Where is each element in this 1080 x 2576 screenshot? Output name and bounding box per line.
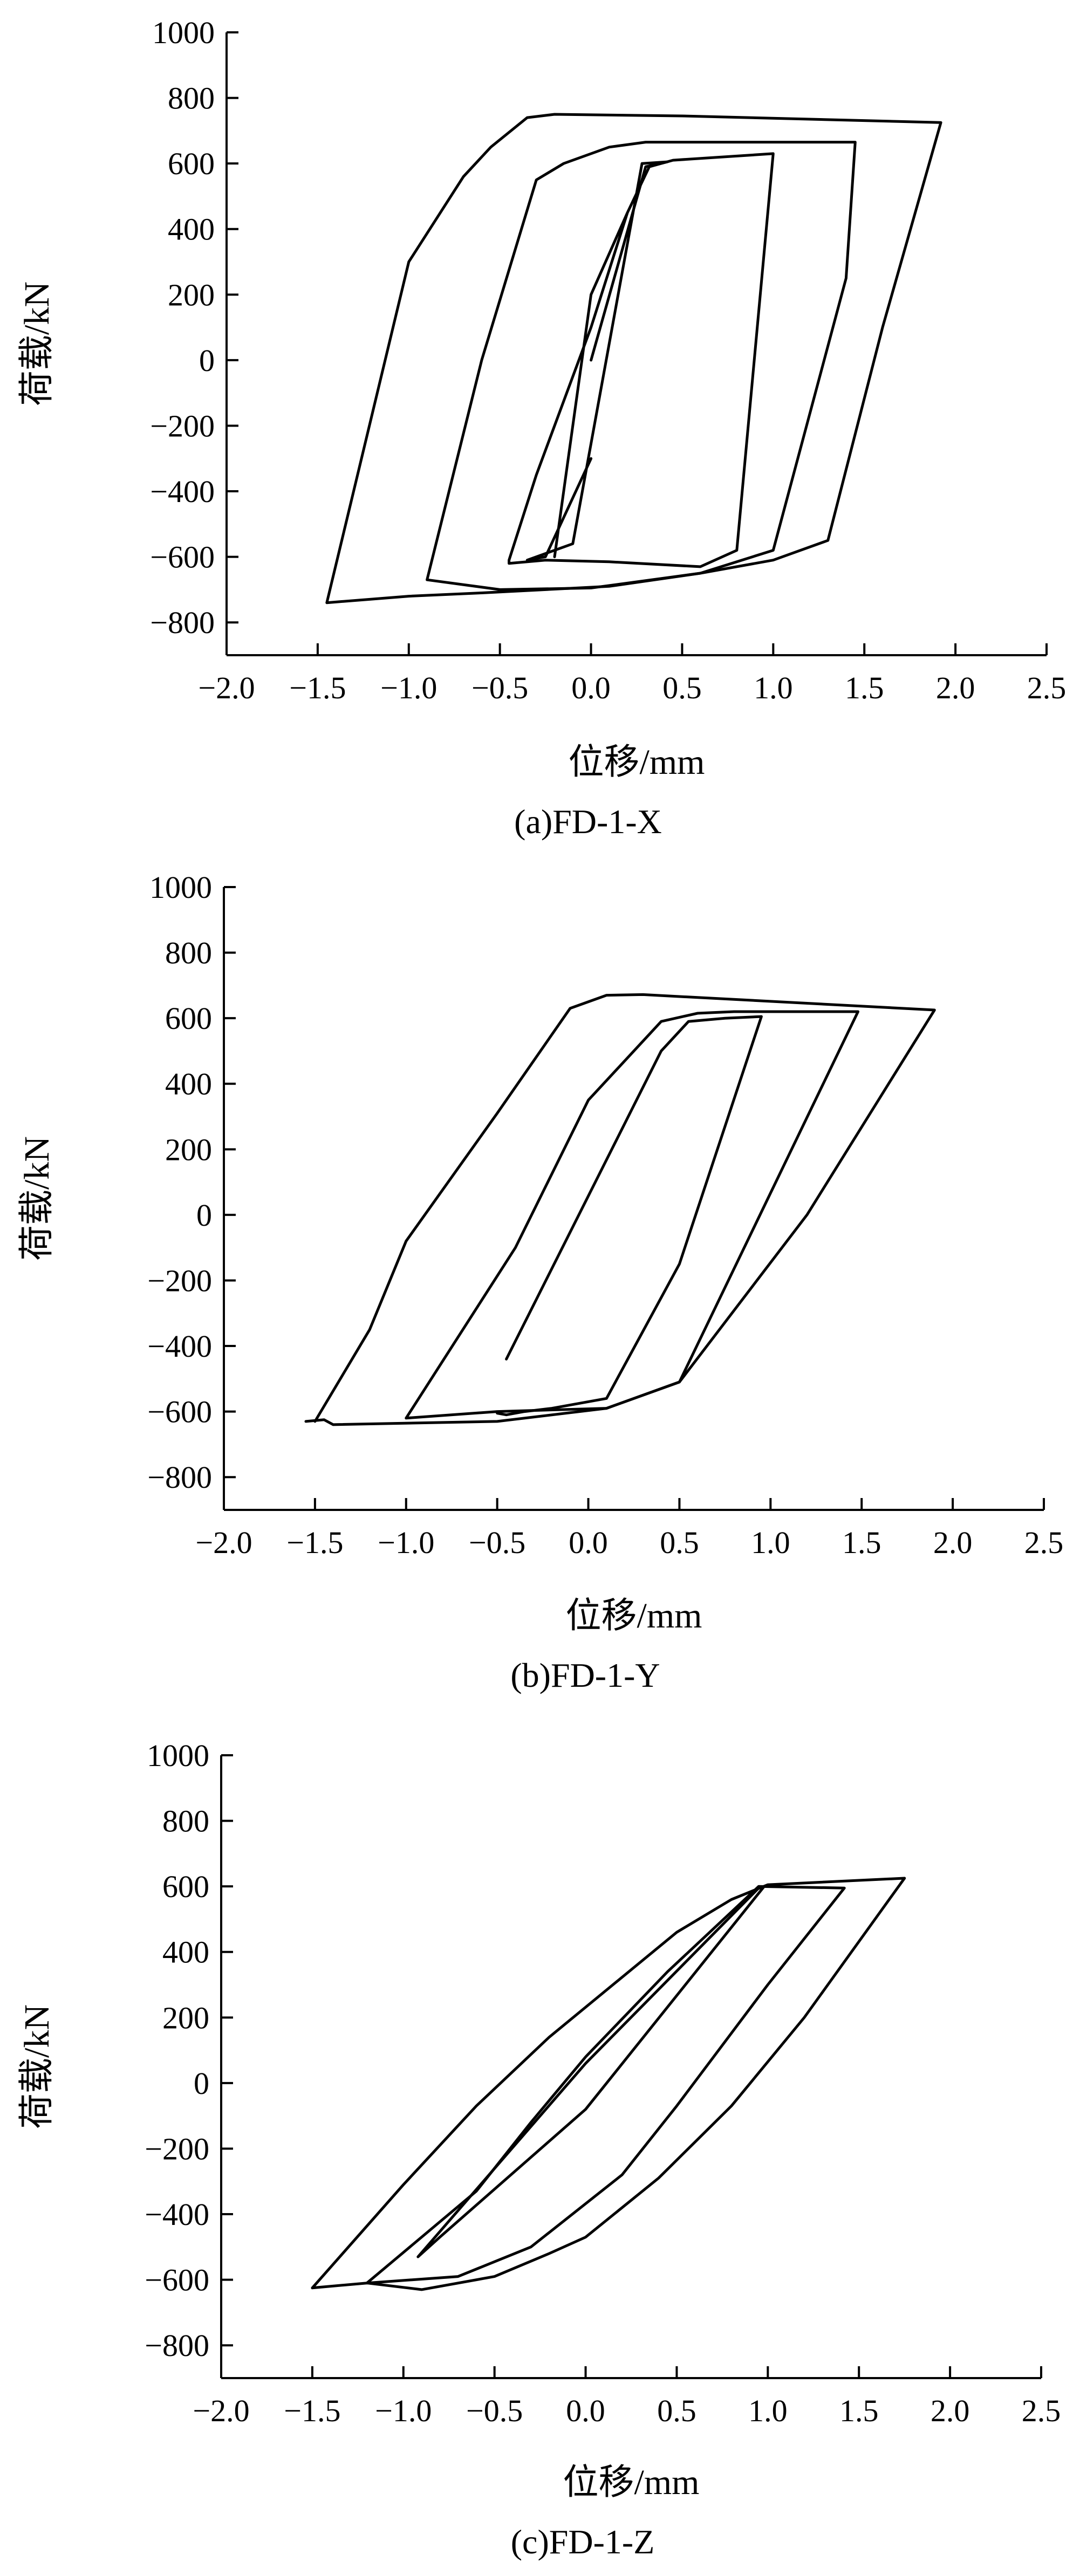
hysteresis-loop-2 [365,1885,846,2285]
y-tick-label: −200 [150,408,215,443]
x-tick-label: 0.0 [569,1525,608,1560]
y-tick-label: −200 [145,2131,209,2166]
x-tick-label: −1.0 [375,2393,432,2428]
x-tick-label: 0.0 [571,670,611,705]
x-tick-label: −0.5 [469,1525,525,1560]
x-tick-label: −1.5 [286,1525,343,1560]
y-tick-label: 0 [199,343,215,378]
y-tick-label: −400 [145,2197,209,2232]
hysteresis-loop-3 [426,141,857,591]
x-tick-label: −0.5 [471,670,528,705]
panel-caption: (c)FD-1-Z [511,2523,655,2561]
hysteresis-loop-3 [311,1877,906,2291]
x-tick-label: 1.5 [845,670,884,705]
y-tick-label: 400 [162,1935,209,1970]
hysteresis-loop-4 [325,113,942,604]
y-tick-label: −800 [150,605,215,640]
x-tick-label: 2.5 [1024,1525,1064,1560]
x-tick-label: 2.0 [936,670,975,705]
chart-panel-c: 1000 800 600 400 200 0 −200 −400 −600 −800 −2.0 −1.… [17,1738,1061,2561]
y-axis-title: 荷载/kN [17,1136,57,1261]
x-tick-label: 0.5 [662,670,702,705]
y-tick-label: −800 [145,2328,209,2363]
y-tick-label: 0 [196,1198,212,1233]
hysteresis-loop-1 [416,1885,766,2258]
x-tick-label: 2.5 [1027,670,1067,705]
y-tick-label: 0 [194,2066,209,2101]
y-tick-label: −400 [147,1329,212,1364]
y-tick-label: 400 [168,212,215,247]
x-tick-label: 0.5 [660,1525,699,1560]
panel-caption: (a)FD-1-X [514,802,662,841]
x-axis-title: 位移/mm [565,1596,702,1636]
hysteresis-loop-2 [508,152,775,568]
y-tick-label: −600 [147,1395,212,1430]
y-tick-label: 1000 [152,15,215,50]
y-tick-label: −800 [147,1460,212,1495]
x-tick-label: 2.0 [933,1525,973,1560]
x-tick-label: 1.0 [748,2393,788,2428]
y-tick-label: −600 [145,2263,209,2298]
x-tick-label: −1.0 [380,670,437,705]
chart-panel-b: 1000 800 600 400 200 0 −200 −400 −600 −800 −2.0 −1.… [17,870,1063,1694]
x-tick-label: −2.0 [198,670,255,705]
hysteresis-loop-2 [405,1010,859,1420]
y-tick-label: 1000 [149,870,212,905]
x-tick-label: 2.5 [1022,2393,1061,2428]
y-tick-label: 1000 [147,1738,209,1773]
y-tick-label: −600 [150,540,215,575]
y-tick-label: 400 [165,1067,212,1102]
hysteresis-loop-1 [525,160,669,562]
y-axis-title: 荷载/kN [17,2004,57,2129]
y-tick-label: −200 [147,1263,212,1298]
hysteresis-loop-3 [304,993,936,1426]
y-tick-label: 800 [168,81,215,116]
x-tick-label: 1.5 [842,1525,881,1560]
x-tick-label: 1.0 [754,670,793,705]
x-axis-title: 位移/mm [563,2463,699,2502]
x-tick-label: 2.0 [931,2393,970,2428]
x-axis-title: 位移/mm [568,743,705,782]
y-tick-label: 600 [162,1869,209,1904]
hysteresis-loop-1 [496,1015,763,1417]
x-tick-label: −1.5 [284,2393,340,2428]
y-tick-label: −400 [150,474,215,509]
x-tick-label: −0.5 [466,2393,523,2428]
y-tick-label: 600 [168,146,215,181]
x-tick-label: −2.0 [195,1525,252,1560]
y-tick-label: 200 [168,277,215,312]
y-tick-label: 200 [162,2000,209,2035]
x-tick-label: 1.5 [839,2393,879,2428]
y-tick-label: 800 [165,936,212,971]
y-tick-label: 600 [165,1001,212,1036]
y-tick-label: 200 [165,1132,212,1167]
panel-caption: (b)FD-1-Y [510,1656,660,1694]
x-tick-label: −1.5 [289,670,346,705]
x-tick-label: −2.0 [193,2393,249,2428]
x-tick-label: −1.0 [378,1525,434,1560]
x-tick-label: 0.5 [657,2393,696,2428]
y-tick-label: 800 [162,1804,209,1839]
y-axis-title: 荷载/kN [17,281,57,406]
x-tick-label: 1.0 [751,1525,790,1560]
chart-panel-a: 1000 800 600 400 200 0 −200 −400 −600 −800 −2.0 −1.… [17,15,1066,841]
x-tick-label: 0.0 [566,2393,605,2428]
